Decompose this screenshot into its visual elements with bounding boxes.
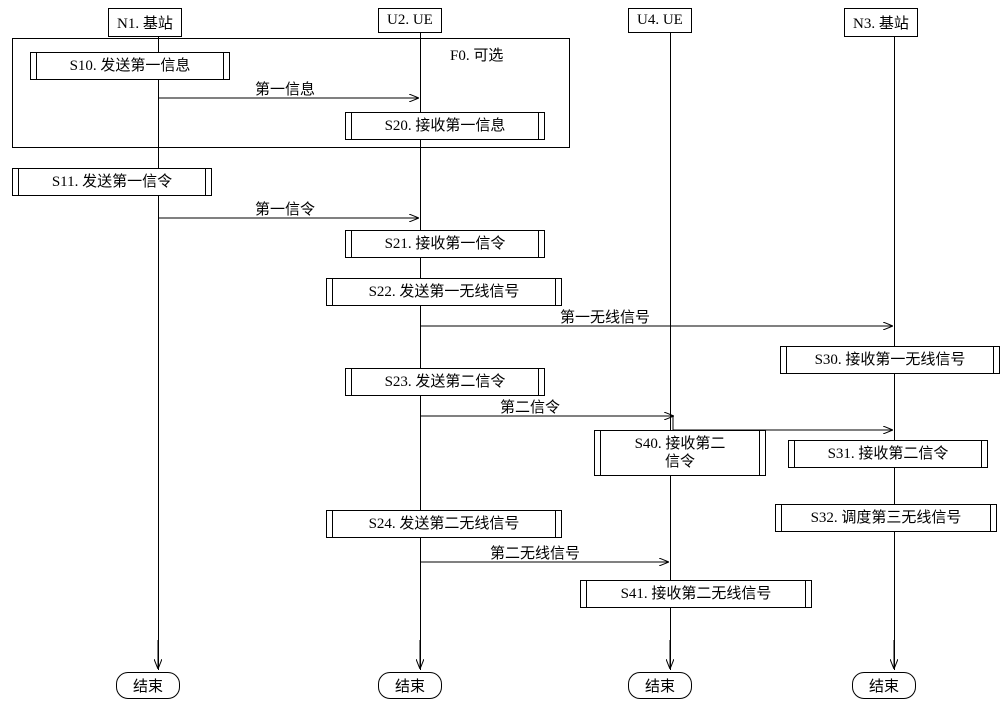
end-u2: 结束 [378,672,442,699]
lifeline-u4 [670,30,671,670]
msg-first-info: 第一信息 [255,78,315,99]
step-s31: S31. 接收第二信令 [788,440,988,468]
step-s24: S24. 发送第二无线信号 [326,510,562,538]
step-s30: S30. 接收第一无线信号 [780,346,1000,374]
actor-n3: N3. 基站 [844,8,918,37]
end-u4: 结束 [628,672,692,699]
step-s22: S22. 发送第一无线信号 [326,278,562,306]
end-n3: 结束 [852,672,916,699]
step-s40: S40. 接收第二 信令 [594,430,766,476]
sequence-diagram: F0. 可选 N1. 基站 U2. UE U4. UE N3. 基站 S10. … [0,0,1000,715]
end-n1: 结束 [116,672,180,699]
msg-first-radio: 第一无线信号 [560,306,650,327]
msg-second-signal: 第二信令 [500,396,560,417]
step-s32: S32. 调度第三无线信号 [775,504,997,532]
msg-first-signal: 第一信令 [255,198,315,219]
step-s41: S41. 接收第二无线信号 [580,580,812,608]
step-s23: S23. 发送第二信令 [345,368,545,396]
msg-second-radio: 第二无线信号 [490,542,580,563]
actor-u2: U2. UE [378,8,442,33]
step-s11: S11. 发送第一信令 [12,168,212,196]
step-s21: S21. 接收第一信令 [345,230,545,258]
actor-u4: U4. UE [628,8,692,33]
actor-n1: N1. 基站 [108,8,182,37]
frame-optional-label: F0. 可选 [450,44,503,65]
step-s10: S10. 发送第一信息 [30,52,230,80]
step-s20: S20. 接收第一信息 [345,112,545,140]
